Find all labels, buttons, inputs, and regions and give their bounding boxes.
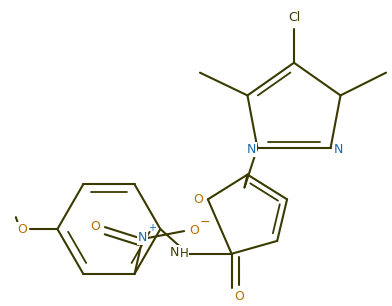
Text: −: − [200, 216, 210, 229]
Text: O: O [17, 222, 27, 236]
Text: N: N [334, 143, 343, 156]
Text: N: N [247, 143, 256, 156]
Text: O: O [235, 290, 245, 303]
Text: +: + [149, 223, 156, 233]
Text: O: O [193, 193, 203, 206]
Text: O: O [90, 220, 100, 233]
Text: N: N [169, 246, 179, 259]
Text: Cl: Cl [288, 11, 300, 24]
Text: N: N [138, 231, 147, 244]
Text: H: H [180, 247, 189, 260]
Text: O: O [189, 224, 199, 237]
